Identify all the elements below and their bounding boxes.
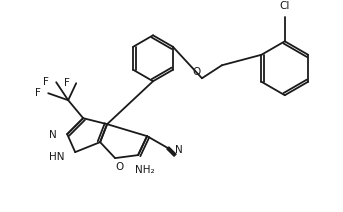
Text: N: N [175, 145, 183, 155]
Text: F: F [43, 77, 49, 87]
Text: F: F [35, 88, 41, 98]
Text: O: O [115, 162, 123, 172]
Text: N: N [49, 130, 57, 140]
Text: O: O [193, 67, 201, 77]
Text: F: F [64, 78, 70, 88]
Text: Cl: Cl [280, 1, 290, 11]
Text: NH₂: NH₂ [135, 165, 155, 175]
Text: HN: HN [49, 152, 64, 162]
